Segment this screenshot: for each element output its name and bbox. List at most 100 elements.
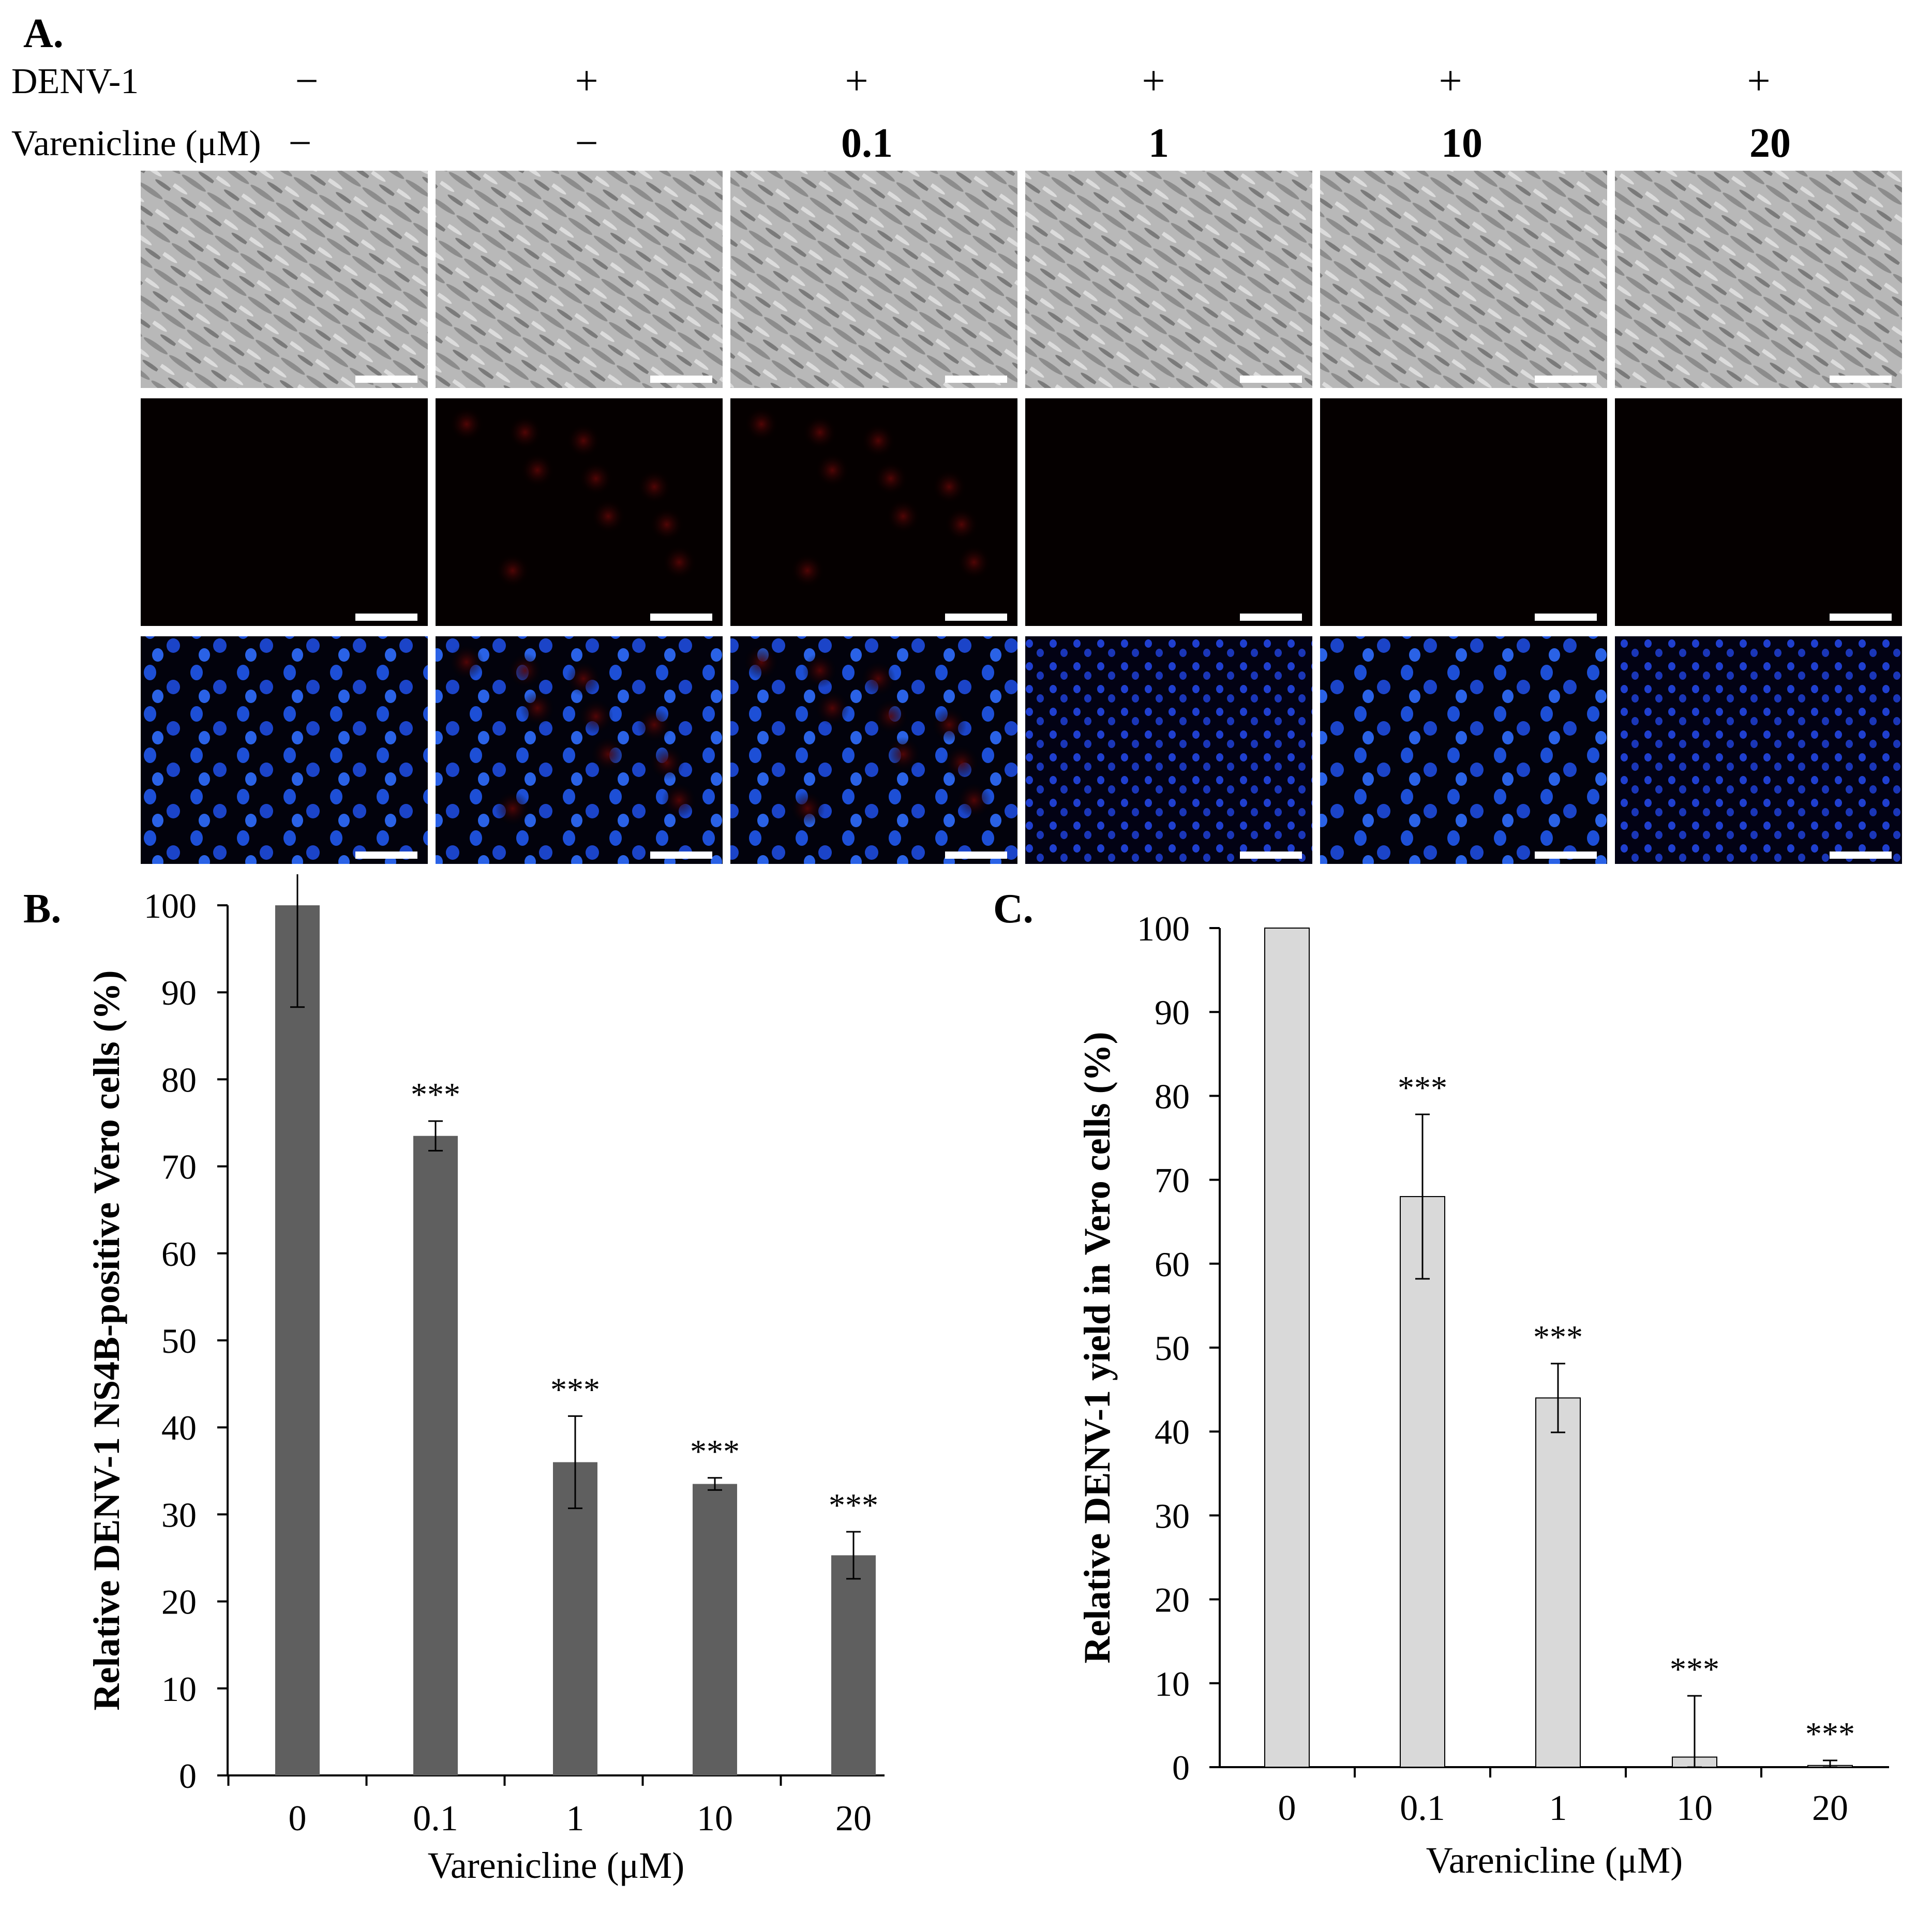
y-tick-label: 50 — [161, 1321, 197, 1361]
infected-cell-signal — [591, 737, 626, 772]
scale-bar — [1535, 376, 1597, 383]
y-tick-label: 20 — [161, 1582, 197, 1622]
error-bars — [290, 874, 861, 1580]
x-tick-label: 10 — [1676, 1788, 1713, 1828]
x-tick-label: 20 — [1812, 1788, 1848, 1828]
infected-cell-signal — [495, 553, 530, 588]
infected-cell-signal — [744, 645, 779, 680]
significance-label: *** — [690, 1433, 740, 1470]
bar — [1264, 928, 1310, 1768]
significance-label: *** — [550, 1371, 600, 1408]
merged-dapi-row — [141, 636, 1902, 864]
bar — [831, 1555, 876, 1775]
y-ticks: 0 10 20 30 40 50 60 70 80 90 100 — [1137, 909, 1220, 1787]
y-axis-label: Relative DENV-1 NS4B-positive Vero cells… — [86, 970, 127, 1710]
phase-contrast-image-col-2 — [436, 171, 723, 388]
x-tick-label: 0.1 — [1400, 1788, 1445, 1828]
varenicline-mark-col-2: − — [575, 121, 598, 166]
y-tick-label: 0 — [179, 1756, 197, 1796]
merged-dapi-image-col-5 — [1320, 636, 1607, 864]
scale-bar — [1830, 852, 1892, 859]
y-tick-label: 90 — [1155, 993, 1190, 1032]
y-tick-label: 70 — [1155, 1161, 1190, 1200]
significance-label: *** — [1533, 1319, 1583, 1355]
infected-cell-signal — [495, 791, 530, 826]
infected-cell-signal — [507, 415, 543, 450]
bar — [275, 905, 320, 1775]
scale-bar — [1240, 376, 1302, 383]
x-ticks: 0 0.1 1 10 20 — [1278, 1767, 1848, 1828]
x-tick-label: 1 — [566, 1799, 585, 1839]
ns4b-fluorescence-image-col-1 — [141, 398, 428, 626]
scale-bar — [1830, 376, 1892, 383]
y-tick-label: 0 — [1172, 1748, 1190, 1787]
scale-bar — [1535, 852, 1597, 859]
denv-mark-col-5: + — [1439, 58, 1462, 104]
phase-contrast-image-col-4 — [1025, 171, 1312, 388]
denv-mark-col-4: + — [1142, 58, 1165, 104]
varenicline-mark-col-1: − — [288, 121, 312, 166]
merged-dapi-image-col-4 — [1025, 636, 1312, 864]
denv-mark-col-6: + — [1747, 58, 1771, 104]
infected-cell-signal — [591, 499, 626, 534]
ns4b-fluorescence-image-col-5 — [1320, 398, 1607, 626]
infected-cell-signal — [520, 453, 555, 488]
denv-mark-col-1: − — [295, 58, 319, 104]
y-tick-label: 10 — [161, 1669, 197, 1709]
ns4b-fluorescence-row — [141, 398, 1902, 626]
significance-label: *** — [1670, 1651, 1719, 1687]
y-tick-label: 90 — [161, 973, 197, 1012]
infected-cell-signal — [802, 415, 837, 450]
infected-cell-signal — [873, 461, 908, 496]
x-axis-label: Varenicline (μM) — [428, 1845, 684, 1886]
y-tick-label: 40 — [1155, 1412, 1190, 1452]
merged-dapi-image-col-1 — [141, 636, 428, 864]
y-tick-label: 30 — [161, 1495, 197, 1534]
infected-cell-signal — [956, 545, 992, 580]
phase-contrast-row — [141, 171, 1902, 388]
panel-b-letter: B. — [23, 886, 62, 932]
y-tick-label: 100 — [144, 886, 197, 925]
bar — [1535, 1397, 1581, 1768]
infected-cell-signal — [662, 545, 697, 580]
infected-cell-signal — [932, 469, 967, 504]
infected-cell-signal — [449, 645, 484, 680]
y-tick-label: 60 — [1155, 1245, 1190, 1284]
varenicline-row-label: Varenicline (μM) — [11, 124, 261, 163]
scale-bar — [355, 614, 417, 621]
y-tick-label: 80 — [1155, 1077, 1190, 1116]
scale-bar — [945, 852, 1007, 859]
y-axis-label: Relative DENV-1 yield in Vero cells (%) — [1076, 1032, 1118, 1663]
x-axis-label: Varenicline (μM) — [1426, 1840, 1683, 1881]
bar — [1400, 1196, 1445, 1768]
y-ticks: 0 10 20 30 40 50 60 70 80 90 100 — [144, 886, 228, 1796]
scale-bar — [1535, 614, 1597, 621]
scale-bar — [945, 614, 1007, 621]
scale-bar — [1830, 614, 1892, 621]
x-tick-label: 20 — [835, 1799, 872, 1839]
x-tick-label: 0.1 — [413, 1799, 458, 1839]
infected-cell-signal — [649, 507, 684, 542]
infected-cell-signal — [861, 661, 896, 696]
phase-contrast-image-col-1 — [141, 171, 428, 388]
infected-cell-signal — [944, 745, 979, 780]
scale-bar — [1240, 852, 1302, 859]
infected-cell-signal — [662, 783, 697, 818]
ns4b-fluorescence-image-col-6 — [1615, 398, 1902, 626]
x-ticks: 0 0.1 1 10 20 — [227, 1775, 872, 1839]
infected-cell-signal — [886, 499, 921, 534]
error-bars — [1415, 1113, 1837, 1768]
x-tick-label: 10 — [697, 1799, 733, 1839]
micrograph-grid — [141, 171, 1902, 864]
infected-cell-signal — [944, 507, 979, 542]
infected-cell-signal — [802, 653, 837, 688]
infected-cell-signal — [649, 745, 684, 780]
infected-cell-signal — [886, 737, 921, 772]
bar — [693, 1484, 737, 1775]
y-tick-label: 40 — [161, 1408, 197, 1447]
phase-contrast-image-col-6 — [1615, 171, 1902, 388]
infected-cell-signal — [873, 699, 908, 734]
infected-cell-signal — [449, 407, 484, 442]
